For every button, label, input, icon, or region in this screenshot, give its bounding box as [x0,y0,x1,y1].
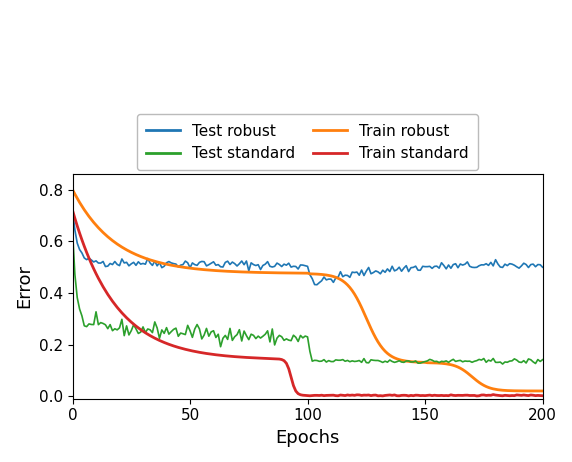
Train standard [69,207,76,213]
Line: Train standard: Train standard [73,210,543,396]
Test robust [539,264,546,270]
Test standard [69,228,76,234]
Train robust [499,388,506,393]
Train standard [267,356,273,361]
Train robust [72,191,78,197]
Test standard [72,272,78,277]
Test robust [267,263,273,269]
Train standard [502,393,509,398]
Train robust [323,272,330,278]
Test standard [539,357,546,363]
Test robust [112,259,118,264]
Train robust [112,240,118,245]
Test robust [69,207,76,213]
Train standard [473,393,480,399]
Test robust [325,276,332,282]
Test standard [112,326,118,332]
Test standard [267,339,273,345]
Test standard [499,361,506,367]
Test standard [323,359,330,365]
Line: Test standard: Test standard [73,231,543,364]
Line: Train robust: Train robust [73,189,543,391]
Test robust [313,282,320,287]
Train robust [267,270,273,275]
Test robust [241,262,248,267]
Train robust [539,388,546,394]
Train standard [539,393,546,399]
Test robust [72,227,78,233]
Legend: Test robust, Test standard, Train robust, Train standard: Test robust, Test standard, Train robust… [137,115,478,170]
Train standard [323,393,330,398]
Train standard [241,354,248,360]
Test robust [502,261,509,267]
Y-axis label: Error: Error [15,264,33,309]
Train robust [69,187,76,192]
Test standard [241,328,248,334]
Train standard [112,302,118,307]
Test standard [502,359,509,365]
Train standard [72,215,78,221]
X-axis label: Epochs: Epochs [275,429,340,447]
Train robust [241,269,248,275]
Line: Test robust: Test robust [73,210,543,285]
